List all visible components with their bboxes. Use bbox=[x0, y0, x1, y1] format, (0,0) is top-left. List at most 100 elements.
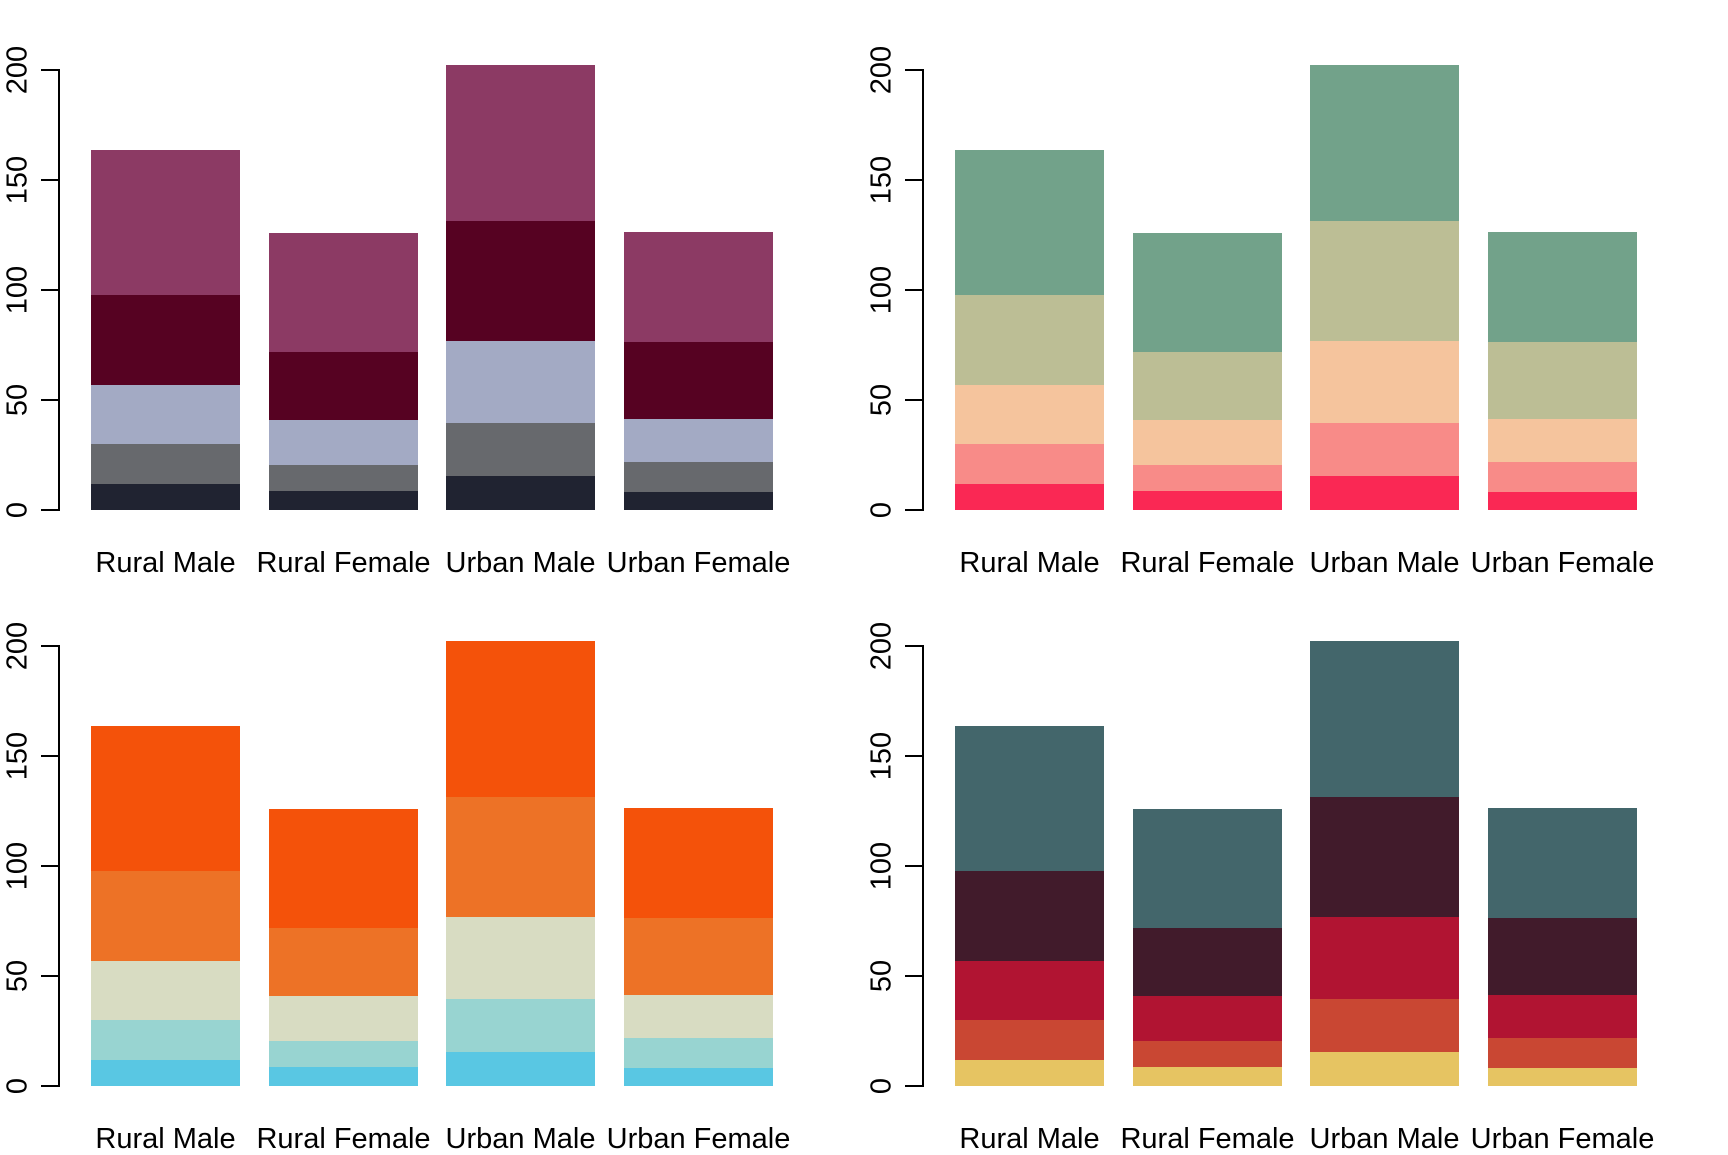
bar-segment bbox=[1133, 809, 1282, 928]
bar-segment bbox=[1488, 419, 1637, 462]
y-axis-tick bbox=[41, 509, 58, 511]
bar-segment bbox=[955, 726, 1104, 871]
y-axis-tick bbox=[905, 975, 922, 977]
bar-segment bbox=[1310, 423, 1459, 476]
bar-segment bbox=[446, 641, 595, 797]
bar-segment bbox=[624, 918, 773, 995]
y-axis-tick-label: 50 bbox=[865, 959, 898, 993]
bar-segment bbox=[1488, 1068, 1637, 1086]
bar-segment bbox=[624, 808, 773, 918]
chart-top-right: 0 50 100 150 200 Rural Male Rural Female Urban … bbox=[864, 0, 1728, 579]
x-category-label: Urban Male bbox=[445, 547, 596, 579]
x-category-label: Urban Male bbox=[445, 1123, 596, 1155]
bar-segment bbox=[91, 1020, 240, 1060]
bar-segment bbox=[269, 996, 418, 1041]
bar-segment bbox=[1310, 65, 1459, 221]
bar-segment bbox=[446, 221, 595, 341]
y-axis-tick bbox=[905, 1085, 922, 1087]
bar-segment bbox=[269, 809, 418, 928]
bar-segment bbox=[1310, 221, 1459, 341]
bar-segment bbox=[1310, 476, 1459, 510]
bar-segment bbox=[446, 797, 595, 917]
chart-top-left: 0 50 100 150 200 Rural Male Rural Female Urban … bbox=[0, 0, 864, 579]
y-axis-tick bbox=[41, 645, 58, 647]
bar-segment bbox=[624, 342, 773, 419]
bar-segment bbox=[1133, 996, 1282, 1041]
bar-segment bbox=[446, 65, 595, 221]
y-axis-tick-label: 0 bbox=[1, 1077, 34, 1095]
x-category-label: Urban Male bbox=[1309, 547, 1460, 579]
bar-segment bbox=[91, 484, 240, 510]
y-axis-tick-label: 100 bbox=[1, 265, 34, 315]
chart-bottom-left: 0 50 100 150 200 Rural Male Rural Female Urban … bbox=[0, 576, 864, 1155]
bar-segment bbox=[1310, 999, 1459, 1052]
y-axis-tick bbox=[41, 69, 58, 71]
y-axis-tick bbox=[41, 399, 58, 401]
x-category-label: Rural Male bbox=[959, 1123, 1100, 1155]
y-axis-tick-label: 0 bbox=[865, 501, 898, 519]
y-axis-tick-label: 200 bbox=[1, 45, 34, 95]
bar-segment bbox=[624, 995, 773, 1038]
y-axis-tick-label: 0 bbox=[1, 501, 34, 519]
y-axis-tick-label: 50 bbox=[1, 383, 34, 417]
y-axis-tick-label: 150 bbox=[865, 155, 898, 205]
bar-segment bbox=[1133, 233, 1282, 352]
y-axis-line bbox=[922, 645, 924, 1087]
bar-segment bbox=[1310, 1052, 1459, 1086]
bar-segment bbox=[1310, 341, 1459, 423]
bar-segment bbox=[269, 465, 418, 491]
y-axis-tick-label: 100 bbox=[1, 841, 34, 891]
x-category-label: Rural Female bbox=[256, 547, 431, 579]
y-axis-tick bbox=[41, 975, 58, 977]
y-axis-tick bbox=[905, 399, 922, 401]
y-axis-tick bbox=[905, 289, 922, 291]
y-axis-line bbox=[58, 645, 60, 1087]
bar-segment bbox=[1488, 808, 1637, 918]
bar-segment bbox=[269, 420, 418, 465]
bar-segment bbox=[91, 961, 240, 1020]
bar-segment bbox=[1488, 462, 1637, 492]
y-axis-tick-label: 100 bbox=[865, 841, 898, 891]
bar-segment bbox=[955, 295, 1104, 385]
bar-segment bbox=[955, 444, 1104, 484]
bar-segment bbox=[446, 999, 595, 1052]
bar-segment bbox=[955, 1060, 1104, 1086]
bar-segment bbox=[1488, 232, 1637, 342]
bar-segment bbox=[91, 150, 240, 295]
y-axis-tick bbox=[905, 69, 922, 71]
y-axis-line bbox=[922, 69, 924, 511]
bar-segment bbox=[1133, 465, 1282, 491]
bar-segment bbox=[269, 491, 418, 510]
bar-segment bbox=[269, 352, 418, 420]
x-category-label: Urban Female bbox=[1470, 1123, 1655, 1155]
bar-segment bbox=[955, 150, 1104, 295]
bar-segment bbox=[624, 1038, 773, 1068]
bar-segment bbox=[1310, 797, 1459, 917]
y-axis-tick-label: 200 bbox=[865, 45, 898, 95]
y-axis-tick-label: 200 bbox=[865, 621, 898, 671]
bar-segment bbox=[955, 871, 1104, 961]
y-axis-tick-label: 0 bbox=[865, 1077, 898, 1095]
x-category-label: Rural Female bbox=[1120, 1123, 1295, 1155]
y-axis-tick-label: 150 bbox=[1, 731, 34, 781]
bar-segment bbox=[269, 928, 418, 996]
y-axis-tick bbox=[41, 755, 58, 757]
y-axis-tick bbox=[905, 865, 922, 867]
bar-segment bbox=[446, 341, 595, 423]
y-axis-tick bbox=[905, 179, 922, 181]
bar-segment bbox=[1133, 420, 1282, 465]
bar-segment bbox=[1488, 1038, 1637, 1068]
bar-segment bbox=[1488, 492, 1637, 510]
bar-segment bbox=[1133, 352, 1282, 420]
bar-segment bbox=[955, 961, 1104, 1020]
bar-segment bbox=[91, 385, 240, 444]
y-axis-tick-label: 50 bbox=[865, 383, 898, 417]
bar-segment bbox=[269, 233, 418, 352]
y-axis-line bbox=[58, 69, 60, 511]
x-category-label: Urban Female bbox=[606, 547, 791, 579]
y-axis-tick-label: 50 bbox=[1, 959, 34, 993]
bar-segment bbox=[1133, 1067, 1282, 1086]
y-axis-tick bbox=[905, 755, 922, 757]
chart-bottom-right: 0 50 100 150 200 Rural Male Rural Female Urban … bbox=[864, 576, 1728, 1155]
